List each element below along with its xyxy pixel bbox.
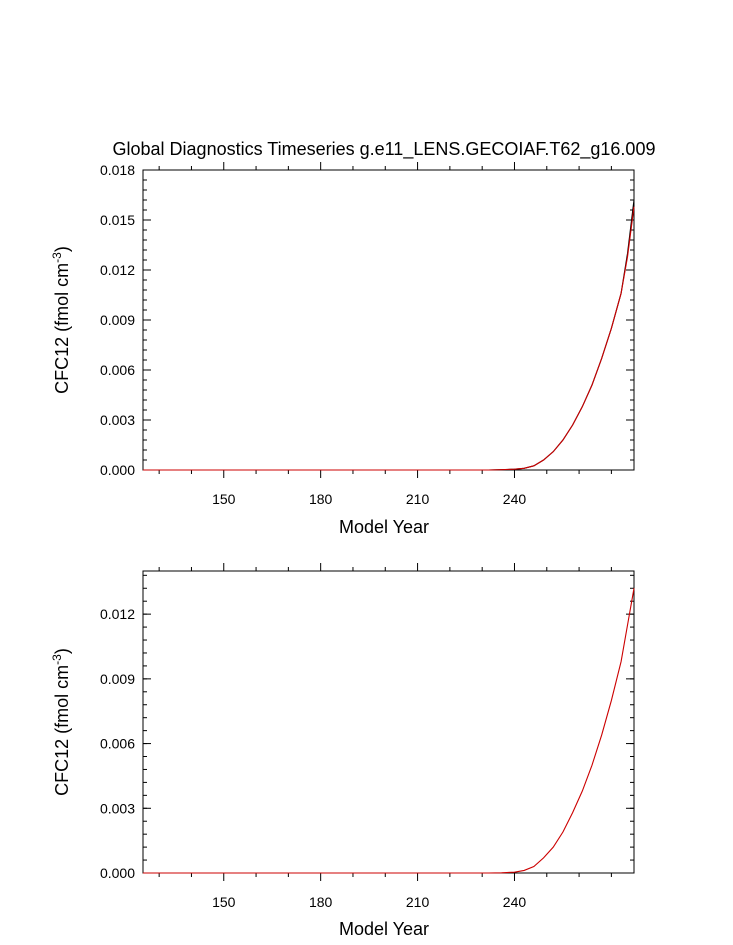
x-tick-label: 240 <box>503 491 527 507</box>
y-tick-label: 0.006 <box>100 736 135 752</box>
y-tick-group: 0.000 0.003 0.006 0.009 0.012 <box>100 574 634 881</box>
bottom-plot-panel: 0.000 0.003 0.006 0.009 0.012 150 180 210 240 M… <box>50 563 635 939</box>
y-tick-label: 0.012 <box>100 262 135 278</box>
y-axis-label-close: ) <box>52 648 72 654</box>
y-tick-label: 0.012 <box>100 606 135 622</box>
y-axis-label-superscript: -3 <box>50 654 64 665</box>
x-tick-group: 150 180 210 240 <box>158 162 612 507</box>
series-group <box>143 199 635 471</box>
y-axis-label-text: CFC12 (fmol cm <box>52 263 72 394</box>
y-tick-label: 0.009 <box>100 671 135 687</box>
x-tick-group: 150 180 210 240 <box>158 563 612 910</box>
x-tick-label: 210 <box>406 894 430 910</box>
y-tick-label: 0.003 <box>100 800 135 816</box>
series-line <box>143 199 635 471</box>
y-tick-label: 0.018 <box>100 162 135 178</box>
chart-title: Global Diagnostics Timeseries g.e11_LENS… <box>113 139 656 160</box>
y-tick-group: 0.000 0.003 0.006 0.009 0.012 0.015 0.018 <box>100 162 634 478</box>
x-tick-label: 150 <box>212 491 236 507</box>
series-group <box>143 588 635 874</box>
x-tick-label: 240 <box>503 894 527 910</box>
x-tick-label: 180 <box>309 894 333 910</box>
y-axis-label-text: CFC12 (fmol cm <box>52 665 72 796</box>
y-tick-label: 0.006 <box>100 362 135 378</box>
y-axis-label-superscript: -3 <box>50 252 64 263</box>
x-axis-label: Model Year <box>339 919 429 939</box>
y-tick-label: 0.000 <box>100 865 135 881</box>
series-line <box>143 206 635 471</box>
y-tick-label: 0.015 <box>100 212 135 228</box>
y-tick-label: 0.009 <box>100 312 135 328</box>
y-axis-label: CFC12 (fmol cm-3) <box>50 648 72 796</box>
x-tick-label: 180 <box>309 491 333 507</box>
x-tick-label: 150 <box>212 894 236 910</box>
x-tick-label: 210 <box>406 491 430 507</box>
y-axis-label: CFC12 (fmol cm-3) <box>50 246 72 394</box>
series-line <box>143 588 635 874</box>
x-axis-label: Model Year <box>339 517 429 537</box>
top-plot-panel: Global Diagnostics Timeseries g.e11_LENS… <box>50 139 655 537</box>
plot-frame <box>142 570 635 874</box>
plot-frame <box>142 169 635 471</box>
y-tick-label: 0.000 <box>100 462 135 478</box>
y-tick-label: 0.003 <box>100 412 135 428</box>
y-axis-label-close: ) <box>52 246 72 252</box>
